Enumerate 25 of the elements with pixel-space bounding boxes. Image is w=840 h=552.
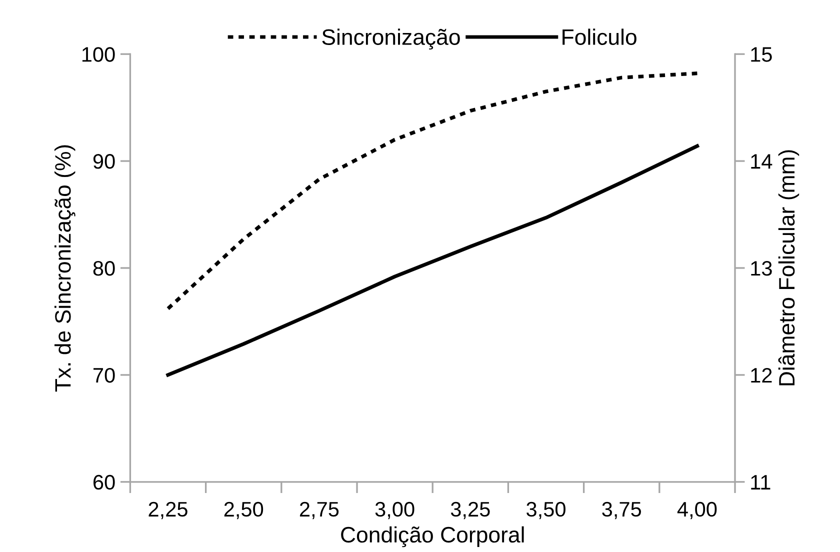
line-series: [166, 72, 700, 310]
legend-label: Foliculo: [562, 28, 636, 45]
y2-tick-label: 14: [751, 154, 772, 169]
y-tick-label: 90: [93, 154, 115, 169]
x-tick-label: 4,00: [677, 502, 717, 520]
x-tick-label: 3,75: [602, 502, 641, 520]
legend-label: Sincronização: [322, 28, 460, 50]
x-tick-label: 2,75: [300, 502, 339, 520]
x-tick-label: 2,25: [148, 502, 188, 520]
y-tick-label: 100: [82, 47, 115, 62]
y-tick-label: 70: [94, 368, 115, 383]
x-tick-label: 3,25: [450, 502, 490, 520]
x-tick-label: 2,50: [224, 502, 264, 520]
y2-tick-label: 15: [751, 47, 772, 62]
x-tick-label: 3,50: [526, 502, 566, 520]
y-tick-label: 60: [94, 474, 115, 490]
x-axis-title: Condição Corporal: [341, 526, 524, 548]
y2-axis-title: Diâmetro Folicular (mm): [778, 150, 800, 386]
x-tick-label: 3,00: [375, 502, 414, 520]
y2-tick-label: 11: [751, 475, 770, 490]
y-axis-title: Tx. de Sincronização (%): [54, 145, 76, 392]
y2-tick-label: 12: [751, 368, 772, 382]
line-series: [166, 144, 700, 377]
y2-tick-label: 13: [751, 260, 772, 276]
y-tick-label: 80: [93, 260, 115, 276]
